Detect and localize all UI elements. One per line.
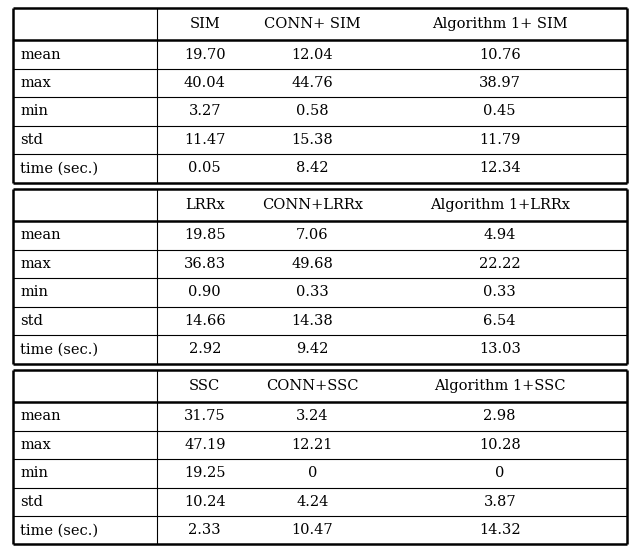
Text: 44.76: 44.76 <box>291 76 333 90</box>
Text: 10.76: 10.76 <box>479 47 520 62</box>
Text: 3.24: 3.24 <box>296 409 328 424</box>
Text: 0.05: 0.05 <box>189 161 221 175</box>
Text: max: max <box>20 76 51 90</box>
Text: 0.33: 0.33 <box>296 285 329 299</box>
Text: 12.04: 12.04 <box>291 47 333 62</box>
Text: 2.92: 2.92 <box>189 342 221 356</box>
Text: 10.24: 10.24 <box>184 495 226 509</box>
Text: 31.75: 31.75 <box>184 409 226 424</box>
Text: min: min <box>20 104 49 118</box>
Text: SIM: SIM <box>189 17 220 31</box>
Text: 3.87: 3.87 <box>483 495 516 509</box>
Text: Algorithm 1+LRRx: Algorithm 1+LRRx <box>429 198 570 212</box>
Text: 14.66: 14.66 <box>184 314 226 328</box>
Text: 13.03: 13.03 <box>479 342 521 356</box>
Text: 19.25: 19.25 <box>184 466 225 480</box>
Text: 0.58: 0.58 <box>296 104 328 118</box>
Text: 36.83: 36.83 <box>184 257 226 271</box>
Text: 0: 0 <box>495 466 504 480</box>
Text: SSC: SSC <box>189 379 220 393</box>
Text: 49.68: 49.68 <box>291 257 333 271</box>
Text: 11.47: 11.47 <box>184 133 225 147</box>
Text: 2.98: 2.98 <box>483 409 516 424</box>
Text: 11.79: 11.79 <box>479 133 520 147</box>
Text: 4.24: 4.24 <box>296 495 328 509</box>
Text: mean: mean <box>20 47 61 62</box>
Text: mean: mean <box>20 228 61 243</box>
Text: 12.34: 12.34 <box>479 161 520 175</box>
Text: 0.33: 0.33 <box>483 285 516 299</box>
Text: 40.04: 40.04 <box>184 76 226 90</box>
Text: 0.90: 0.90 <box>189 285 221 299</box>
Text: min: min <box>20 285 49 299</box>
Text: max: max <box>20 257 51 271</box>
Text: Algorithm 1+ SIM: Algorithm 1+ SIM <box>432 17 568 31</box>
Text: 14.38: 14.38 <box>291 314 333 328</box>
Text: std: std <box>20 133 44 147</box>
Text: 10.28: 10.28 <box>479 438 520 452</box>
Text: CONN+SSC: CONN+SSC <box>266 379 358 393</box>
Text: 15.38: 15.38 <box>291 133 333 147</box>
Text: 6.54: 6.54 <box>483 314 516 328</box>
Text: 3.27: 3.27 <box>189 104 221 118</box>
Text: 12.21: 12.21 <box>292 438 333 452</box>
Text: std: std <box>20 495 44 509</box>
Text: 0.45: 0.45 <box>483 104 516 118</box>
Text: 22.22: 22.22 <box>479 257 520 271</box>
Text: 19.70: 19.70 <box>184 47 226 62</box>
Text: mean: mean <box>20 409 61 424</box>
Text: LRRx: LRRx <box>185 198 225 212</box>
Text: 8.42: 8.42 <box>296 161 328 175</box>
Text: CONN+LRRx: CONN+LRRx <box>262 198 363 212</box>
Text: 9.42: 9.42 <box>296 342 328 356</box>
Text: 4.94: 4.94 <box>484 228 516 243</box>
Text: 2.33: 2.33 <box>189 523 221 537</box>
Text: Algorithm 1+SSC: Algorithm 1+SSC <box>434 379 566 393</box>
Text: CONN+ SIM: CONN+ SIM <box>264 17 360 31</box>
Text: 14.32: 14.32 <box>479 523 520 537</box>
Text: time (sec.): time (sec.) <box>20 161 99 175</box>
Text: 38.97: 38.97 <box>479 76 521 90</box>
Text: 19.85: 19.85 <box>184 228 226 243</box>
Text: min: min <box>20 466 49 480</box>
Text: max: max <box>20 438 51 452</box>
Text: time (sec.): time (sec.) <box>20 523 99 537</box>
Text: std: std <box>20 314 44 328</box>
Text: time (sec.): time (sec.) <box>20 342 99 356</box>
Text: 7.06: 7.06 <box>296 228 328 243</box>
Text: 0: 0 <box>308 466 317 480</box>
Text: 10.47: 10.47 <box>291 523 333 537</box>
Text: 47.19: 47.19 <box>184 438 225 452</box>
